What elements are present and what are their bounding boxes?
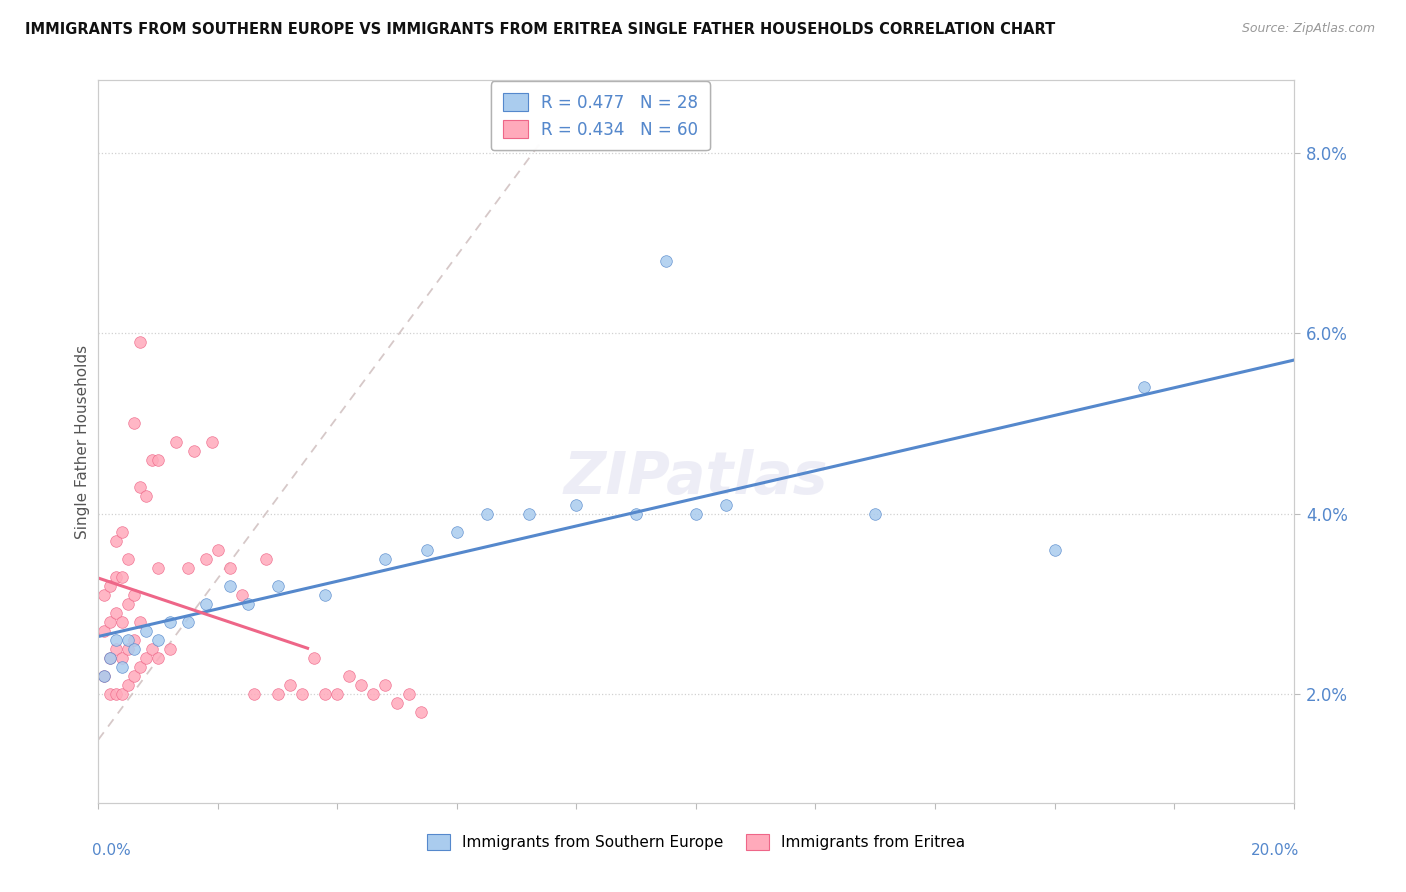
Point	[1043, 542, 1066, 557]
Point	[326, 687, 349, 701]
Point	[141, 452, 163, 467]
Point	[105, 606, 128, 620]
Point	[117, 642, 139, 657]
Point	[517, 507, 540, 521]
Point	[124, 588, 146, 602]
Point	[159, 615, 181, 630]
Point	[135, 651, 157, 665]
Point	[135, 489, 157, 503]
Point	[93, 588, 115, 602]
Point	[129, 480, 152, 494]
Point	[655, 253, 678, 268]
Point	[291, 687, 314, 701]
Point	[315, 687, 337, 701]
Point	[141, 642, 163, 657]
Point	[177, 615, 200, 630]
Point	[195, 552, 218, 566]
Point	[315, 588, 337, 602]
Point	[111, 524, 134, 539]
Y-axis label: Single Father Households: Single Father Households	[75, 344, 90, 539]
Point	[243, 687, 266, 701]
Point	[111, 570, 134, 584]
Point	[98, 687, 122, 701]
Point	[350, 678, 373, 692]
Point	[1133, 380, 1156, 394]
Point	[93, 624, 115, 639]
Point	[207, 542, 229, 557]
Point	[363, 687, 385, 701]
Point	[148, 452, 170, 467]
Text: Source: ZipAtlas.com: Source: ZipAtlas.com	[1241, 22, 1375, 36]
Point	[98, 651, 122, 665]
Point	[111, 615, 134, 630]
Point	[219, 579, 242, 593]
Point	[148, 633, 170, 648]
Point	[124, 669, 146, 683]
Point	[201, 434, 224, 449]
Point	[339, 669, 361, 683]
Point	[267, 687, 290, 701]
Point	[148, 651, 170, 665]
Point	[416, 542, 439, 557]
Point	[267, 579, 290, 593]
Text: ZIPatlas: ZIPatlas	[564, 450, 828, 506]
Point	[111, 651, 134, 665]
Point	[111, 687, 134, 701]
Point	[105, 687, 128, 701]
Point	[93, 669, 115, 683]
Point	[98, 651, 122, 665]
Point	[219, 561, 242, 575]
Point	[105, 642, 128, 657]
Point	[124, 642, 146, 657]
Point	[865, 507, 887, 521]
Point	[302, 651, 325, 665]
Point	[278, 678, 301, 692]
Point	[135, 624, 157, 639]
Point	[117, 597, 139, 611]
Point	[398, 687, 420, 701]
Point	[177, 561, 200, 575]
Text: 0.0%: 0.0%	[93, 843, 131, 857]
Point	[93, 669, 115, 683]
Point	[124, 633, 146, 648]
Point	[626, 507, 648, 521]
Point	[236, 597, 259, 611]
Point	[565, 498, 588, 512]
Point	[111, 660, 134, 674]
Point	[714, 498, 737, 512]
Point	[385, 697, 409, 711]
Point	[117, 678, 139, 692]
Point	[129, 615, 152, 630]
Point	[446, 524, 468, 539]
Point	[183, 443, 205, 458]
Point	[98, 615, 122, 630]
Text: 20.0%: 20.0%	[1251, 843, 1299, 857]
Point	[98, 579, 122, 593]
Point	[475, 507, 498, 521]
Point	[129, 335, 152, 350]
Point	[195, 597, 218, 611]
Point	[117, 552, 139, 566]
Point	[374, 552, 396, 566]
Point	[105, 570, 128, 584]
Point	[159, 642, 181, 657]
Text: IMMIGRANTS FROM SOUTHERN EUROPE VS IMMIGRANTS FROM ERITREA SINGLE FATHER HOUSEHO: IMMIGRANTS FROM SOUTHERN EUROPE VS IMMIG…	[25, 22, 1056, 37]
Point	[105, 633, 128, 648]
Point	[411, 706, 433, 720]
Point	[231, 588, 253, 602]
Point	[148, 561, 170, 575]
Point	[129, 660, 152, 674]
Point	[124, 417, 146, 431]
Point	[165, 434, 187, 449]
Legend: R = 0.477   N = 28, R = 0.434   N = 60: R = 0.477 N = 28, R = 0.434 N = 60	[491, 81, 710, 151]
Point	[254, 552, 277, 566]
Point	[117, 633, 139, 648]
Point	[685, 507, 707, 521]
Point	[374, 678, 396, 692]
Point	[105, 533, 128, 548]
